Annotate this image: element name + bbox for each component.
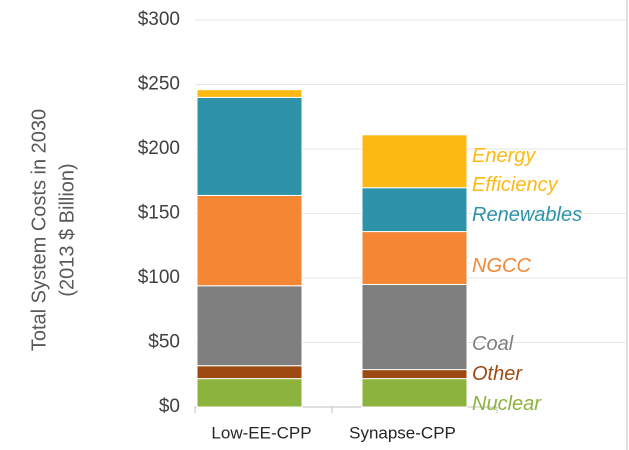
legend-label: Other — [472, 363, 523, 385]
y-tick-label: $300 — [138, 9, 180, 30]
bar-segment — [196, 378, 303, 408]
bar-segment — [196, 89, 303, 98]
bar-segment — [196, 285, 303, 367]
legend-label: Nuclear — [472, 393, 541, 415]
y-tick-label: $200 — [138, 138, 180, 159]
bar-segment — [196, 365, 303, 380]
bar-segment — [361, 187, 468, 233]
y-tick-label: $250 — [138, 74, 180, 95]
y-axis-label: Total System Costs in 2030 (2013 $ Billi… — [28, 109, 78, 351]
bar-segment — [361, 134, 468, 189]
bar-segment — [361, 369, 468, 380]
bar-segment — [361, 283, 468, 371]
legend-label: Renewables — [472, 204, 583, 226]
y-axis-label-line: Total System Costs in 2030 — [28, 109, 50, 351]
y-tick-label: $100 — [138, 267, 180, 288]
bar-segment — [196, 96, 303, 196]
legend-label: NGCC — [472, 255, 531, 277]
bar-segment — [361, 378, 468, 408]
legend-label: Energy Efficiency — [472, 145, 558, 196]
legend-label: Coal — [472, 333, 514, 355]
bar-segment — [361, 231, 468, 285]
y-axis-label-line: (2013 $ Billion) — [56, 163, 78, 296]
y-tick-label: $0 — [159, 396, 180, 417]
y-tick-label: $50 — [148, 332, 180, 353]
y-tick-label: $150 — [138, 203, 180, 224]
x-tick-label: Low-EE-CPP — [211, 423, 311, 442]
bar-segment — [196, 194, 303, 287]
x-tick-label: Synapse-CPP — [349, 423, 456, 442]
